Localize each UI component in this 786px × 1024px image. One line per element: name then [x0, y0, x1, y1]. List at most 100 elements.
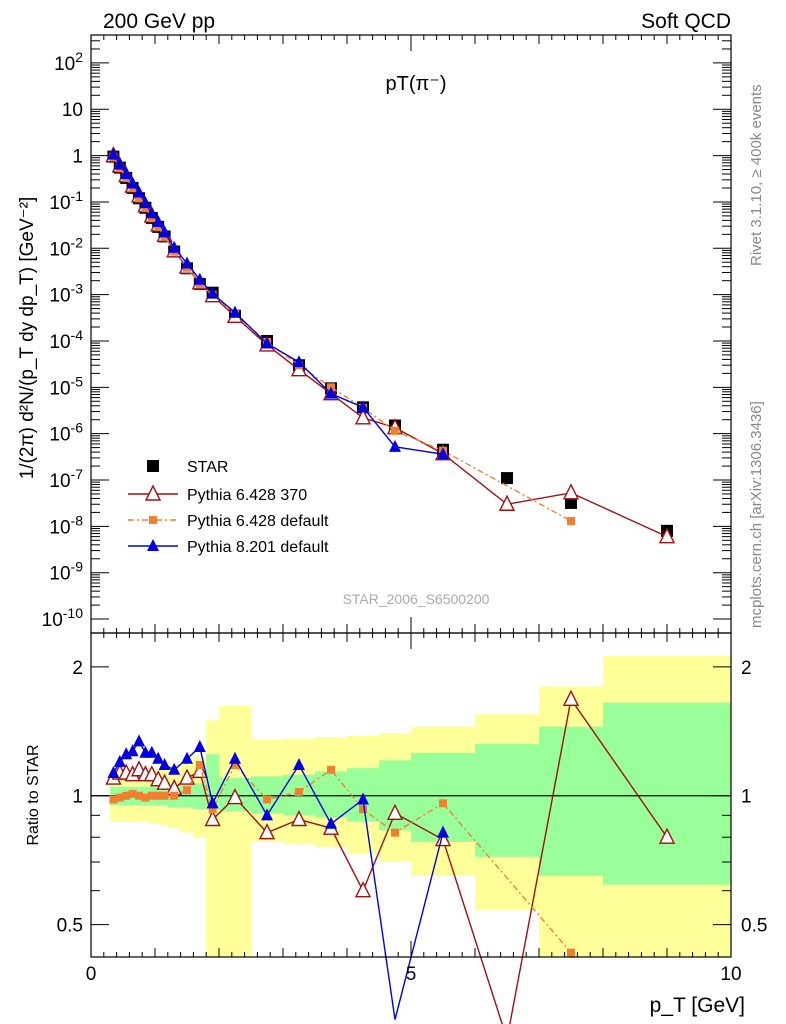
header-right: Soft QCD [641, 10, 731, 33]
ratio-point [434, 829, 452, 847]
y-tick-label: 10-2 [49, 234, 83, 260]
ratio-point [183, 786, 191, 795]
data-point [135, 194, 143, 203]
data-point [193, 272, 206, 285]
data-point [354, 408, 372, 425]
ratio-point [258, 823, 276, 840]
ratio-point [293, 757, 305, 770]
ratio-point [135, 791, 143, 800]
ratio-point [439, 799, 447, 808]
ratio-point [562, 689, 580, 707]
ratio-point [204, 809, 221, 827]
ratio-y-tick-label: 0.5 [57, 916, 83, 937]
side-label-top: Rivet 3.1.10, ≥ 400k events [748, 84, 765, 266]
y-tick-label: 1 [72, 147, 83, 168]
ratio-point [208, 805, 217, 814]
data-point [357, 400, 369, 413]
y-tick-label: 10-3 [49, 281, 83, 307]
legend-marker [147, 539, 159, 551]
y-tick-label: 10-8 [49, 512, 83, 538]
ratio-point [126, 744, 139, 757]
data-point [206, 286, 219, 299]
y-tick-label: 10-1 [49, 188, 83, 214]
legend-label: Pythia 8.201 default [187, 539, 329, 556]
y-tick-label: 10-6 [49, 420, 83, 446]
ratio-y-label: Ratio to STAR [25, 744, 42, 845]
legend-label: STAR [187, 459, 228, 476]
data-point [158, 225, 171, 238]
ratio-point [170, 791, 179, 800]
data-point [565, 496, 577, 509]
data-point [658, 527, 676, 544]
data-point [168, 240, 181, 253]
data-point [120, 167, 133, 180]
x-tick-label: 5 [406, 964, 417, 985]
data-point [293, 355, 305, 368]
ratio-point [231, 760, 239, 769]
y-tick-label: 10-5 [49, 373, 83, 399]
data-point [229, 305, 241, 318]
ratio-point [261, 808, 273, 821]
legend-label: Pythia 6.428 default [187, 513, 329, 530]
y-tick-label: 102 [54, 49, 83, 75]
x-tick-label: 0 [86, 964, 97, 985]
ratio-point [290, 809, 308, 827]
data-point [126, 176, 139, 189]
data-point [562, 483, 580, 500]
ratio-point [181, 751, 193, 764]
data-point [325, 386, 337, 399]
ratio-point [327, 765, 335, 774]
x-axis-label: p_T [GeV] [650, 994, 745, 1017]
data-point [113, 157, 126, 170]
ratio-point [109, 795, 118, 804]
side-label-bottom: mcplots.cern.ch [arXiv:1306.3436] [748, 401, 765, 628]
data-point [139, 196, 152, 209]
ratio-point [133, 734, 145, 747]
ratio-point [156, 773, 173, 790]
ratio-y-tick-label-right: 2 [741, 658, 752, 679]
ratio-point [325, 816, 337, 829]
stat-uncertainty-band [315, 771, 347, 818]
ratio-axes: 0.5 0.5 1 1 2 2 0 5 10 [57, 633, 767, 985]
ratio-point [386, 803, 404, 820]
spectrum-y-label: 1/(2π) d²N/(p_T dy dp_T) [GeV⁻²] [17, 197, 38, 480]
legend-label: Pythia 6.428 370 [187, 487, 307, 504]
ratio-y-tick-label: 2 [72, 658, 83, 679]
data-point [567, 517, 575, 526]
header-left: 200 GeV pp [103, 10, 215, 33]
ratio-point [226, 788, 244, 805]
series-line [112, 156, 572, 522]
data-point [389, 439, 401, 452]
y-tick-label: 10-9 [49, 559, 83, 585]
ratio-point [113, 754, 126, 767]
data-point [107, 147, 120, 160]
stat-uncertainty-band [539, 726, 603, 876]
ratio-point [354, 881, 372, 898]
ratio-point [145, 745, 158, 758]
ratio-point [122, 791, 131, 800]
spectrum-panel: 10-10 10-9 10-8 10-7 10-6 10-5 10-4 10-3 10-2 10-… [17, 34, 732, 634]
y-tick-label: 10-10 [42, 605, 84, 631]
y-tick-label: 10 [62, 100, 83, 121]
ratio-point [359, 805, 367, 814]
ratio-series-line [113, 763, 572, 954]
ratio-point [357, 792, 369, 805]
series-line [112, 155, 668, 538]
data-point [391, 426, 399, 435]
legend-marker [144, 484, 162, 501]
ratio-y-tick-label: 1 [72, 787, 83, 808]
ratio-point [658, 827, 676, 844]
spectrum-title: pT(π⁻) [385, 73, 446, 95]
data-point [181, 256, 193, 269]
ratio-point [154, 791, 163, 800]
y-tick-label: 10-4 [49, 327, 83, 353]
ratio-point [115, 793, 124, 802]
ratio-point [391, 828, 399, 837]
ratio-point [263, 795, 271, 804]
ratio-y-tick-label-right: 0.5 [741, 916, 767, 937]
data-point [501, 472, 513, 485]
spectrum-y-axis: 10-10 10-9 10-8 10-7 10-6 10-5 10-4 10-3 10-2 10-… [42, 34, 732, 633]
ratio-point [229, 751, 241, 764]
ratio-point [193, 739, 206, 752]
